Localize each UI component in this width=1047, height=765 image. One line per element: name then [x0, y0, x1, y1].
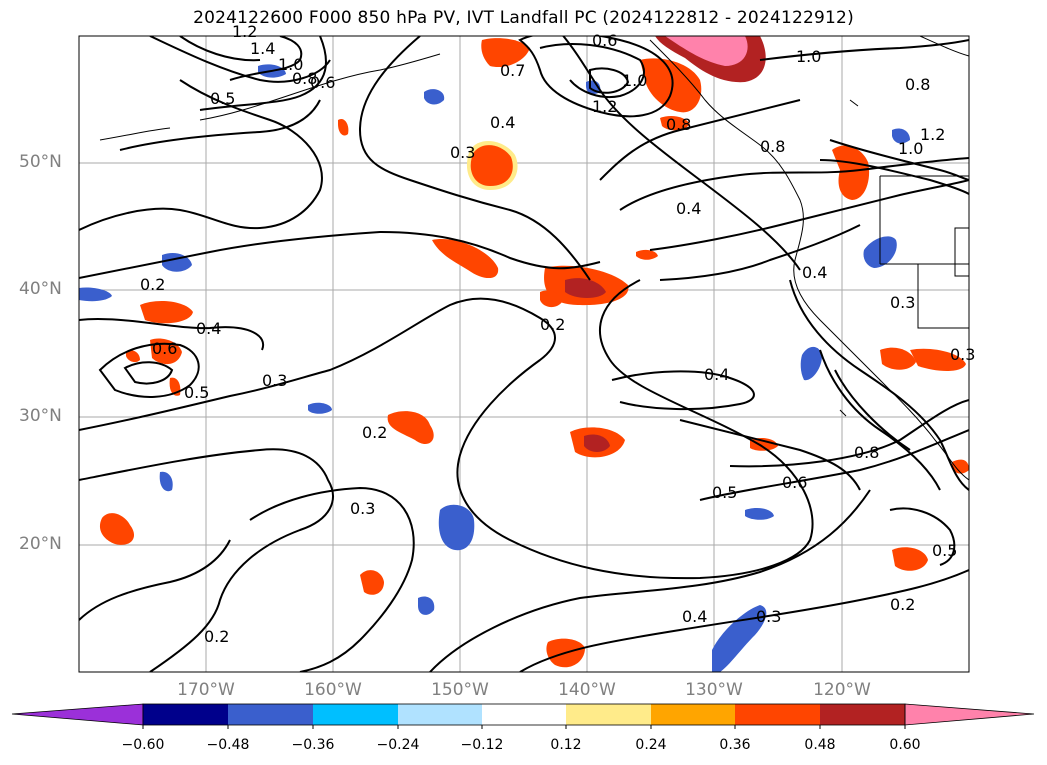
lon-label: 130°W — [685, 680, 743, 700]
lon-label: 140°W — [558, 680, 616, 700]
contour-label: 0.2 — [140, 275, 165, 294]
colorbar-extend-low — [11, 703, 144, 726]
contour-label: 0.3 — [262, 371, 287, 390]
contour-label: 0.3 — [890, 293, 915, 312]
ivt-contours — [79, 36, 969, 672]
map-title: 2024122600 F000 850 hPa PV, IVT Landfall… — [193, 8, 854, 28]
contour-label: 0.6 — [592, 31, 617, 50]
contour-label: 0.4 — [682, 607, 707, 626]
colorbar-tick-label: −0.60 — [121, 737, 165, 753]
contour-label: 1.0 — [278, 55, 303, 74]
contour-label: 0.7 — [500, 61, 525, 80]
lon-label: 160°W — [304, 680, 362, 700]
contour-label: 0.5 — [210, 89, 235, 108]
colorbar-bin — [313, 704, 398, 725]
contour-label: 0.2 — [362, 423, 387, 442]
negative-pv-areas — [79, 64, 910, 672]
graticule — [79, 36, 969, 672]
colorbar-tick-label: −0.12 — [460, 737, 504, 753]
contour-label: 0.8 — [666, 115, 691, 134]
contour-label: 0.4 — [196, 319, 221, 338]
contour-label: 0.6 — [310, 73, 335, 92]
contour-label: 0.6 — [782, 473, 807, 492]
contour-label: 0.4 — [676, 199, 701, 218]
plot-area — [79, 36, 969, 672]
colorbar-tick-label: −0.24 — [376, 737, 420, 753]
contour-label: 0.5 — [184, 383, 209, 402]
lon-label: 120°W — [813, 680, 871, 700]
colorbar-bin — [735, 704, 820, 725]
contour-label: 0.3 — [450, 143, 475, 162]
colorbar-bin — [482, 704, 566, 725]
colorbar-bin — [143, 704, 228, 725]
lat-label: 30°N — [19, 406, 62, 426]
lat-label: 40°N — [19, 279, 62, 299]
contour-label: 0.8 — [854, 443, 879, 462]
contour-label: 1.4 — [250, 39, 275, 58]
lat-label: 20°N — [19, 534, 62, 554]
colorbar-tick-label: 0.36 — [719, 737, 751, 753]
contour-label: 0.2 — [540, 315, 565, 334]
contour-label: 1.0 — [796, 47, 821, 66]
colorbar-tick-label: 0.24 — [635, 737, 667, 753]
contour-label: 0.8 — [905, 75, 930, 94]
contour-label: 0.2 — [204, 627, 229, 646]
colorbar-bin — [566, 704, 651, 725]
colorbar-bin — [820, 704, 905, 725]
colorbar-tick-label: 0.12 — [550, 737, 582, 753]
colorbar-tick-label: 0.60 — [889, 737, 921, 753]
colorbar-extend-high — [904, 703, 1035, 726]
colorbar — [11, 703, 1035, 729]
contour-label: 0.6 — [152, 339, 177, 358]
contour-label: 0.5 — [932, 541, 957, 560]
contour-label: 0.8 — [292, 69, 317, 88]
colorbar-tick-label: −0.48 — [206, 737, 250, 753]
lon-label: 150°W — [431, 680, 489, 700]
contour-label: 0.4 — [704, 365, 729, 384]
contour-label: 0.4 — [490, 113, 515, 132]
colorbar-bin — [651, 704, 735, 725]
contour-label: 1.0 — [622, 71, 647, 90]
lon-label: 170°W — [177, 680, 235, 700]
contour-label: 0.3 — [350, 499, 375, 518]
contour-label: 0.2 — [890, 595, 915, 614]
contour-label: 1.2 — [920, 125, 945, 144]
colorbar-tick-label: 0.48 — [804, 737, 836, 753]
contour-label: 0.4 — [802, 263, 827, 282]
contour-label: 0.3 — [950, 345, 975, 364]
positive-pv-areas — [99, 38, 969, 668]
strong-positive-pv — [655, 36, 766, 83]
contour-labels: 1.4 1.2 1.0 0.8 0.6 0.5 0.7 0.4 0.3 1.0 … — [140, 22, 975, 646]
colorbar-tick-label: −0.36 — [291, 737, 335, 753]
colorbar-bin — [398, 704, 482, 725]
contour-label: 1.2 — [592, 97, 617, 116]
contour-label: 1.2 — [232, 22, 257, 41]
lat-label: 50°N — [19, 152, 62, 172]
colorbar-bin — [228, 704, 313, 725]
contour-label: 0.8 — [760, 137, 785, 156]
contour-label: 0.3 — [756, 607, 781, 626]
contour-label: 0.5 — [712, 483, 737, 502]
plot-frame — [78, 35, 970, 673]
coastlines — [99, 36, 969, 481]
contour-label: 1.0 — [898, 139, 923, 158]
